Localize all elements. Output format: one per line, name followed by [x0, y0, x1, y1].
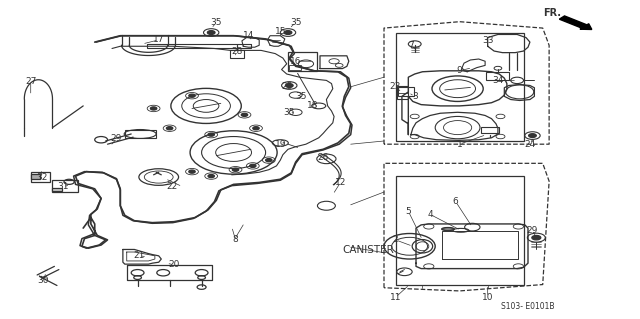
Text: FR.: FR. — [543, 8, 561, 19]
Circle shape — [166, 127, 173, 130]
Text: 17: 17 — [153, 35, 164, 44]
Text: 18: 18 — [307, 101, 318, 110]
Bar — [481, 127, 499, 133]
Circle shape — [284, 31, 292, 34]
Text: 27: 27 — [25, 77, 36, 86]
Text: 28: 28 — [231, 47, 243, 56]
Text: 2: 2 — [393, 235, 398, 244]
Text: 12: 12 — [335, 178, 346, 187]
Text: 30: 30 — [38, 276, 49, 285]
Bar — [52, 180, 78, 192]
Bar — [125, 130, 156, 138]
Text: 19: 19 — [275, 140, 286, 149]
Text: 14: 14 — [243, 31, 254, 40]
Text: 5: 5 — [406, 207, 411, 216]
Text: 11: 11 — [390, 293, 401, 302]
Circle shape — [189, 170, 195, 173]
Circle shape — [232, 168, 239, 171]
Text: 35: 35 — [290, 18, 301, 27]
Text: 4: 4 — [428, 210, 433, 219]
Text: 20: 20 — [168, 260, 180, 269]
Bar — [398, 87, 414, 96]
Circle shape — [208, 133, 214, 136]
Text: 6: 6 — [453, 197, 458, 206]
FancyArrow shape — [559, 16, 592, 29]
Text: 31: 31 — [57, 182, 68, 191]
Text: 16: 16 — [290, 57, 301, 66]
Circle shape — [189, 94, 195, 97]
Text: 34: 34 — [492, 76, 504, 85]
Ellipse shape — [442, 227, 454, 231]
Text: 3: 3 — [412, 92, 417, 101]
Text: 23: 23 — [390, 82, 401, 91]
Circle shape — [208, 174, 214, 178]
Text: 24: 24 — [524, 140, 536, 149]
Text: 15: 15 — [275, 27, 286, 36]
Text: 25: 25 — [281, 82, 292, 91]
Text: 32: 32 — [36, 173, 47, 182]
Text: 8: 8 — [233, 235, 238, 244]
Bar — [31, 174, 40, 179]
Bar — [486, 72, 509, 80]
Bar — [230, 50, 244, 58]
Circle shape — [266, 159, 272, 162]
Text: 9: 9 — [457, 66, 462, 75]
Circle shape — [241, 113, 248, 116]
Bar — [52, 188, 62, 191]
Text: 26: 26 — [317, 153, 329, 162]
Text: S103- E0101B: S103- E0101B — [501, 302, 555, 311]
Circle shape — [532, 235, 541, 240]
Text: 35: 35 — [295, 92, 307, 101]
Bar — [289, 65, 301, 70]
Text: 33: 33 — [482, 36, 493, 45]
Bar — [31, 172, 50, 182]
Text: CANISTER: CANISTER — [342, 245, 394, 256]
Circle shape — [150, 107, 157, 110]
Bar — [396, 176, 524, 285]
Bar — [288, 52, 317, 71]
Text: 7: 7 — [408, 41, 413, 50]
Bar — [396, 33, 524, 141]
Text: 1: 1 — [457, 140, 462, 149]
Bar — [147, 44, 251, 48]
Circle shape — [529, 134, 536, 137]
Circle shape — [253, 127, 259, 130]
Circle shape — [285, 84, 293, 87]
Circle shape — [207, 31, 215, 34]
Text: 10: 10 — [482, 293, 493, 302]
Text: 29: 29 — [111, 134, 122, 143]
Bar — [397, 86, 408, 99]
Circle shape — [250, 164, 256, 167]
Text: 35: 35 — [284, 108, 295, 117]
Text: 21: 21 — [134, 251, 145, 260]
Text: 29: 29 — [527, 226, 538, 235]
Text: 35: 35 — [211, 18, 222, 27]
Text: 22: 22 — [166, 182, 177, 191]
